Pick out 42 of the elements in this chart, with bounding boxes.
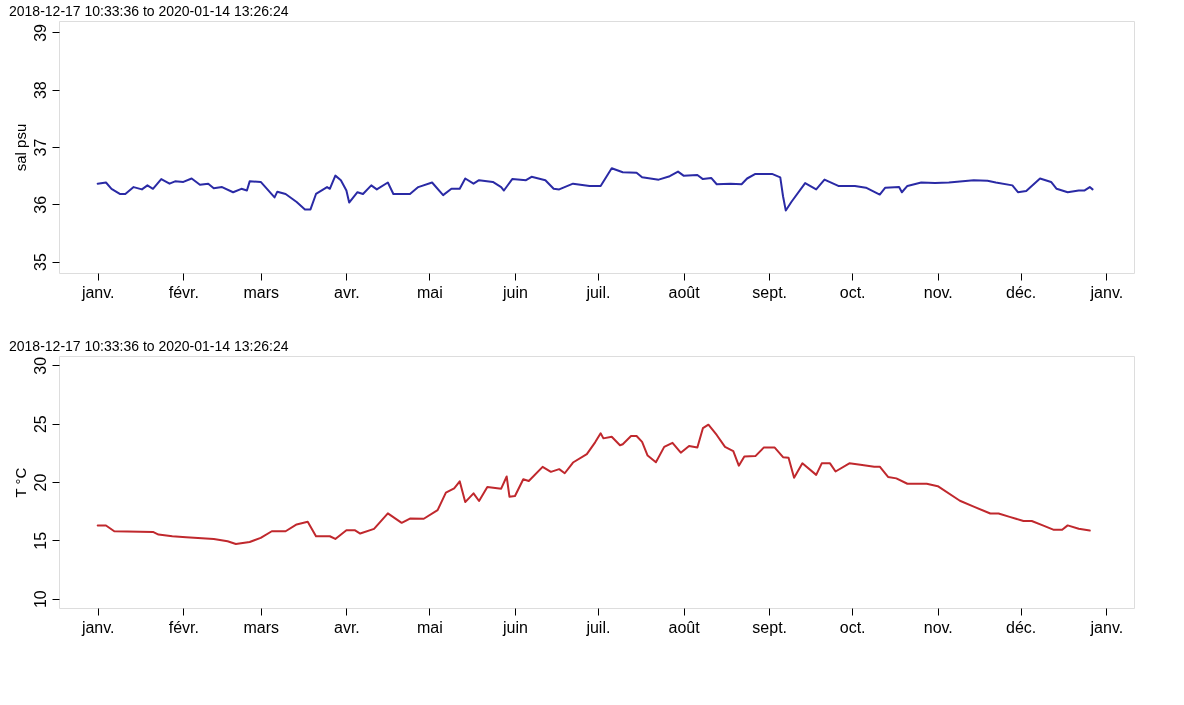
x-tick-label: sept. bbox=[752, 283, 788, 301]
x-tick-label: janv. bbox=[1089, 283, 1124, 301]
y-axis-title: sal psu bbox=[11, 123, 29, 172]
chart-title: 2018-12-17 10:33:36 to 2020-01-14 13:26:24 bbox=[9, 338, 289, 354]
x-tick-label: nov. bbox=[923, 283, 953, 301]
y-tick-label: 25 bbox=[31, 415, 49, 434]
x-tick-label: avr. bbox=[334, 618, 360, 636]
x-tick-label: janv. bbox=[80, 618, 115, 636]
x-tick-label: déc. bbox=[1006, 283, 1037, 301]
y-tick-label: 38 bbox=[31, 81, 49, 100]
y-tick-label: 15 bbox=[31, 531, 49, 550]
y-axis-title: T °C bbox=[11, 467, 29, 498]
x-tick-label: août bbox=[668, 283, 701, 301]
x-tick-label: juil. bbox=[585, 618, 611, 636]
x-tick-label: nov. bbox=[923, 618, 953, 636]
y-tick-label: 10 bbox=[31, 590, 49, 609]
x-tick-label: avr. bbox=[334, 283, 360, 301]
x-tick-label: juin bbox=[502, 618, 528, 636]
x-tick-label: oct. bbox=[839, 283, 866, 301]
x-tick-label: mars bbox=[243, 283, 280, 301]
x-tick-label: janv. bbox=[1089, 618, 1124, 636]
x-tick-label: sept. bbox=[752, 618, 788, 636]
y-tick-label: 37 bbox=[31, 138, 49, 157]
x-tick-label: mai bbox=[416, 283, 443, 301]
x-tick-label: mai bbox=[416, 618, 443, 636]
chart-title: 2018-12-17 10:33:36 to 2020-01-14 13:26:24 bbox=[9, 3, 289, 19]
line-series bbox=[96, 423, 1091, 545]
x-tick-label: déc. bbox=[1006, 618, 1037, 636]
y-tick-label: 20 bbox=[31, 473, 49, 492]
x-tick-label: févr. bbox=[168, 283, 199, 301]
x-tick-label: févr. bbox=[168, 618, 199, 636]
x-tick-label: oct. bbox=[839, 618, 866, 636]
y-tick-label: 30 bbox=[31, 356, 49, 375]
x-tick-label: août bbox=[668, 618, 701, 636]
y-tick-label: 36 bbox=[31, 195, 49, 214]
x-tick-label: juin bbox=[502, 283, 528, 301]
y-tick-label: 35 bbox=[31, 253, 49, 271]
y-tick-label: 39 bbox=[31, 23, 49, 42]
x-tick-label: juil. bbox=[585, 283, 611, 301]
x-tick-label: janv. bbox=[80, 283, 115, 301]
line-series bbox=[96, 167, 1094, 212]
x-tick-label: mars bbox=[243, 618, 280, 636]
